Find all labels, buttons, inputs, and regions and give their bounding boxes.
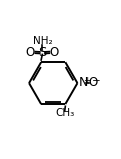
Text: CH₃: CH₃ (55, 108, 74, 118)
Text: N: N (79, 76, 88, 89)
Text: S: S (38, 46, 47, 59)
Text: O: O (50, 46, 59, 59)
Text: −: − (91, 76, 100, 86)
Text: +: + (83, 76, 90, 85)
Text: NH₂: NH₂ (33, 36, 52, 46)
Text: O: O (88, 76, 98, 89)
Text: O: O (26, 46, 35, 59)
